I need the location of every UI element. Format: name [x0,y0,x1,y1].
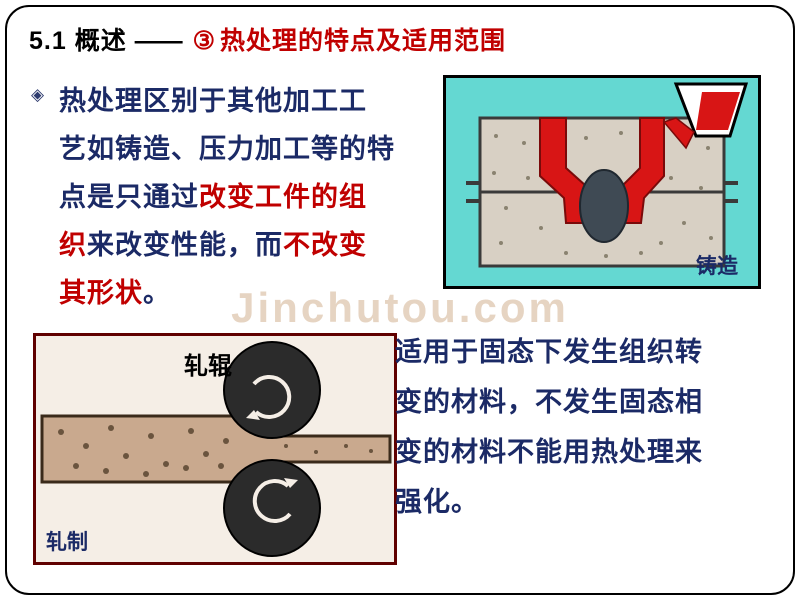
section-number: 5.1 概述 [29,27,127,55]
pl-t1: 热处理区别于其他加工工 [59,86,367,116]
pl-t2: 艺如铸造、压力加工等的特 [59,134,395,164]
separator: —— [135,27,181,55]
pl-h3: 不改变 [283,230,367,260]
bullet-icon: ◈ [31,85,44,105]
roller-label-text: 轧辊 [184,352,232,380]
header-title: 热处理的特点及适用范围 [220,27,506,55]
content-area: ◈ 热处理区别于其他加工工 艺如铸造、压力加工等的特 点是只通过改变工件的组 织… [29,69,771,569]
paragraph-left: 热处理区别于其他加工工 艺如铸造、压力加工等的特 点是只通过改变工件的组 织来改… [59,77,429,317]
caption-casting: 铸造 [696,250,738,280]
caption-rolling: 轧制 [46,526,88,556]
pl-h2: 织 [59,230,87,260]
pr-l4: 强化。 [395,487,479,517]
header-number: ③ [193,27,216,55]
pr-l2: 变的材料，不发生固态相 [395,387,703,417]
figure-casting: 铸造 [443,75,761,289]
pl-t5: 。 [143,278,171,308]
pl-t3: 点是只通过 [59,182,199,212]
rolling-svg: 轧辊 [36,336,394,562]
slide-frame: 5.1 概述 —— ③热处理的特点及适用范围 ◈ 热处理区别于其他加工工 艺如铸… [5,5,795,595]
slide-header: 5.1 概述 —— ③热处理的特点及适用范围 [29,21,771,57]
pr-l3: 变的材料不能用热处理来 [395,437,703,467]
pl-t4: 来改变性能，而 [87,230,283,260]
pl-h4: 其形状 [59,278,143,308]
figure-rolling: 轧辊 轧制 [33,333,397,565]
paragraph-right: 适用于固态下发生组织转 变的材料，不发生固态相 变的材料不能用热处理来 强化。 [395,327,769,527]
pr-l1: 适用于固态下发生组织转 [395,337,703,367]
pl-h1: 改变工件的组 [199,182,367,212]
